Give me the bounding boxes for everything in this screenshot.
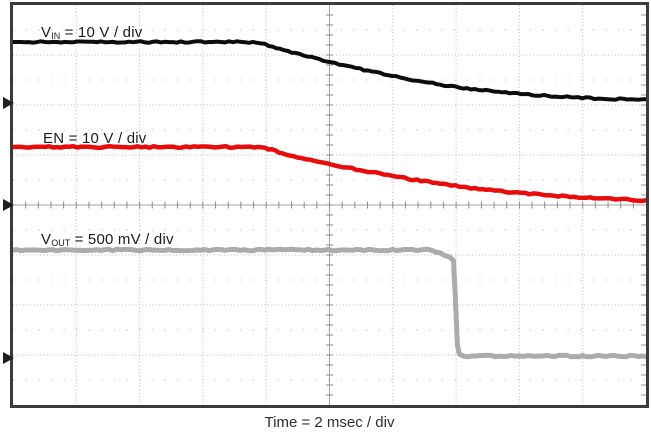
time-axis-label: Time = 2 msec / div: [264, 414, 395, 431]
vin-label-sub: IN: [51, 31, 61, 41]
vout-label-base: V: [41, 231, 52, 248]
vin-label-rest: = 10 V / div: [60, 24, 143, 41]
zero-marker-vin: [3, 97, 14, 109]
zero-marker-en: [3, 199, 14, 211]
vout-label-sub: OUT: [51, 238, 71, 248]
zero-marker-vout: [3, 352, 14, 364]
en-scale-label: EN = 10 V / div: [43, 130, 146, 147]
en-label-base: EN: [43, 130, 65, 147]
trace-en: [13, 143, 646, 204]
graticule-and-traces: [13, 5, 646, 405]
scope-plot-area: VIN = 10 V / div EN = 10 V / div VOUT = …: [10, 2, 649, 408]
vout-label-rest: = 500 mV / div: [70, 231, 174, 248]
trace-vout: [13, 246, 646, 360]
vin-scale-label: VIN = 10 V / div: [41, 24, 142, 41]
trace-vin: [13, 39, 646, 102]
vin-label-base: V: [41, 24, 52, 41]
vout-scale-label: VOUT = 500 mV / div: [41, 231, 174, 248]
en-label-rest: = 10 V / div: [64, 130, 147, 147]
